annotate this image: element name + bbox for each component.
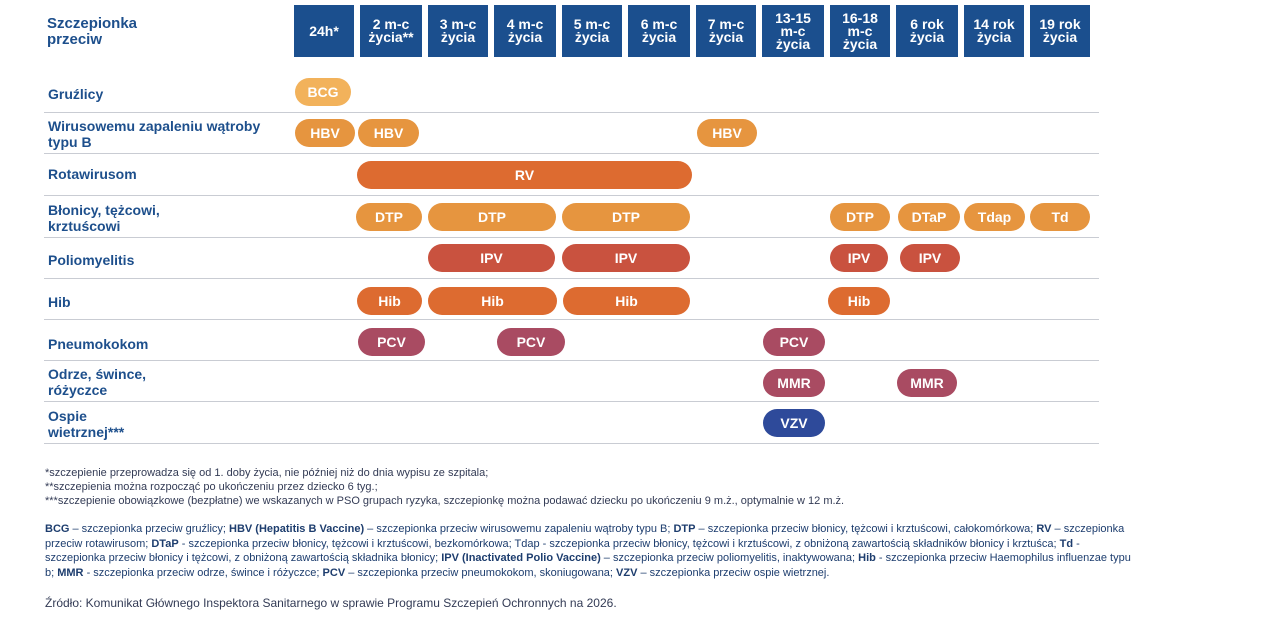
- row-label-hib: Hib: [48, 294, 71, 310]
- vaccine-pill-bcg: BCG: [295, 78, 351, 106]
- row-divider: [44, 112, 1099, 113]
- age-header-24h: 24h*: [294, 5, 354, 57]
- row-divider: [44, 360, 1099, 361]
- row-divider: [44, 319, 1099, 320]
- legend-abbr: MMR: [57, 566, 84, 579]
- row-label-pneumococcus: Pneumokokom: [48, 336, 149, 352]
- age-header-3m: 3 m-c życia: [428, 5, 488, 57]
- row-label-tuberculosis: Gruźlicy: [48, 86, 104, 102]
- vaccine-pill-tdap: Tdap: [964, 203, 1025, 231]
- legend-abbr: RV: [1036, 523, 1052, 535]
- vaccine-pill-mmr: MMR: [763, 369, 825, 397]
- row-divider: [44, 195, 1099, 196]
- legend-desc: - szczepionka przeciw Haemophilus influe…: [45, 552, 1131, 579]
- age-header-4m: 4 m-c życia: [494, 5, 556, 57]
- vaccine-pill-ipv: IPV: [562, 244, 690, 272]
- legend-abbr: Hib: [858, 552, 876, 564]
- legend-abbr: HBV (Hepatitis B Vaccine): [229, 523, 365, 535]
- legend-desc: – szczepionka przeciw rotawirusom;: [45, 523, 1125, 550]
- legend-desc: – szczepionka przeciw ospie wietrznej.: [637, 566, 830, 579]
- vaccine-pill-pcv: PCV: [763, 328, 825, 356]
- age-header-2m: 2 m-c życia**: [360, 5, 422, 57]
- vaccine-pill-hib: Hib: [428, 287, 557, 315]
- footnote: ***szczepienie obowiązkowe (bezpłatne) w…: [45, 495, 845, 507]
- row-label-dtp: Błonicy, tężcowi, krztuścowi: [48, 202, 160, 234]
- vaccine-pill-pcv: PCV: [497, 328, 565, 356]
- vaccine-pill-ipv: IPV: [428, 244, 555, 272]
- age-header-7m: 7 m-c życia: [696, 5, 756, 57]
- legend-abbr: BCG: [45, 523, 70, 535]
- vaccine-pill-dtap: DTaP: [898, 203, 960, 231]
- vaccine-pill-hib: Hib: [563, 287, 690, 315]
- footnote: *szczepienie przeprowadza się od 1. doby…: [45, 467, 489, 479]
- vaccine-pill-hbv: HBV: [697, 119, 757, 147]
- legend-abbr: PCV: [322, 566, 346, 579]
- vaccine-pill-dtp: DTP: [356, 203, 422, 231]
- row-divider: [44, 278, 1099, 279]
- legend-abbr: Td: [1059, 537, 1074, 550]
- age-header-6m: 6 m-c życia: [628, 5, 690, 57]
- footnote: **szczepienia można rozpocząć po ukończe…: [45, 481, 378, 493]
- footnotes: *szczepienie przeprowadza się od 1. doby…: [45, 466, 1145, 508]
- source-note: Źródło: Komunikat Głównego Inspektora Sa…: [45, 596, 617, 610]
- row-divider: [44, 153, 1099, 154]
- age-header-14y: 14 rok życia: [964, 5, 1024, 57]
- legend-desc: – szczepionka przeciw poliomyelitis, ina…: [600, 552, 859, 564]
- vaccine-pill-ipv: IPV: [900, 244, 960, 272]
- legend-desc: - szczepionka przeciw błonicy, tężcowi i…: [178, 537, 1060, 550]
- vaccine-pill-pcv: PCV: [358, 328, 425, 356]
- row-label-rotavirus: Rotawirusom: [48, 166, 137, 182]
- legend-abbr: VZV: [616, 566, 638, 579]
- vaccine-pill-hbv: HBV: [295, 119, 355, 147]
- vaccine-pill-dtp: DTP: [562, 203, 690, 231]
- vaccine-pill-hbv: HBV: [358, 119, 419, 147]
- vaccine-pill-td: Td: [1030, 203, 1090, 231]
- vaccine-pill-dtp: DTP: [428, 203, 556, 231]
- legend-desc: – szczepionka przeciw gruźlicy;: [69, 523, 230, 535]
- legend-desc: – szczepionka przeciw pneumokokom, skoni…: [345, 566, 617, 579]
- legend-abbr: DTaP: [151, 537, 179, 550]
- vaccine-pill-ipv: IPV: [830, 244, 888, 272]
- row-label-varicella: Ospie wietrznej***: [48, 408, 125, 440]
- row-divider: [44, 401, 1099, 402]
- legend-abbr: IPV (Inactivated Polio Vaccine): [441, 552, 601, 564]
- row-divider: [44, 443, 1099, 444]
- legend-desc: – szczepionka przeciw błonicy, tężcowi i…: [695, 523, 1037, 535]
- row-label-mmr: Odrze, śwince, różyczce: [48, 366, 147, 398]
- age-header-13-15m: 13-15 m-c życia: [762, 5, 824, 57]
- row-label-hepatitis-b: Wirusowemu zapaleniu wątroby typu B: [48, 118, 261, 150]
- vaccine-pill-mmr: MMR: [897, 369, 957, 397]
- vaccine-pill-hib: Hib: [828, 287, 890, 315]
- vaccine-pill-hib: Hib: [357, 287, 422, 315]
- vaccine-pill-vzv: VZV: [763, 409, 825, 437]
- age-header-16-18m: 16-18 m-c życia: [830, 5, 890, 57]
- row-label-polio: Poliomyelitis: [48, 252, 135, 268]
- vaccine-pill-dtp: DTP: [830, 203, 890, 231]
- row-divider: [44, 237, 1099, 238]
- age-header-5m: 5 m-c życia: [562, 5, 622, 57]
- legend-desc: - szczepionka przeciw błonicy i tężcowi,…: [45, 537, 1080, 565]
- abbreviation-legend: BCG – szczepionka przeciw gruźlicy; HBV …: [45, 522, 1135, 580]
- legend-abbr: DTP: [673, 523, 696, 535]
- vaccine-pill-rv: RV: [357, 161, 692, 189]
- table-corner-label: Szczepionka przeciw: [47, 15, 138, 48]
- age-header-6y: 6 rok życia: [896, 5, 958, 57]
- legend-desc: - szczepionka przeciw odrze, śwince i ró…: [83, 566, 323, 579]
- legend-desc: – szczepionka przeciw wirusowemu zapalen…: [364, 523, 674, 535]
- age-header-19y: 19 rok życia: [1030, 5, 1090, 57]
